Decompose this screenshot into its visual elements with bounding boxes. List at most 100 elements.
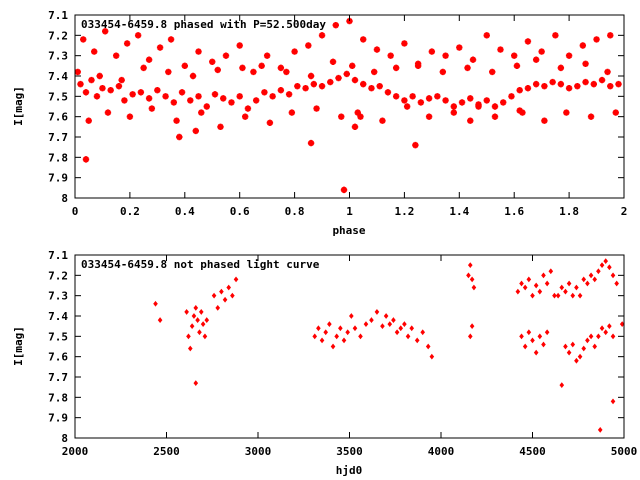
phased-data-point: [414, 60, 422, 67]
phased-light-curve-panel: 0 0.2 0.4 0.6 0.8 1 1.2 1.4 1.6 1.8 2 7.1 7.2 7.3 7.4 7…: [12, 9, 627, 237]
unphased-data-point: [334, 333, 339, 340]
phased-data-point: [145, 56, 153, 63]
x-tick-label: 2500: [153, 445, 180, 458]
phased-data-point: [302, 85, 309, 92]
unphased-data-point: [358, 333, 363, 340]
unphased-data-point: [530, 337, 535, 344]
unphased-data-point: [566, 349, 572, 356]
y-tick-label: 7.7: [48, 131, 68, 144]
y-tick-label: 7.6: [48, 351, 68, 364]
phased-data-point: [524, 38, 532, 45]
phased-data-point: [409, 93, 416, 100]
phased-data-point: [283, 68, 290, 76]
unphased-data-point: [157, 317, 163, 323]
phased-data-point: [532, 80, 540, 88]
unphased-data-point: [522, 284, 528, 291]
phased-chart-title: 033454-6459.8 phased with P=52.500day: [81, 18, 326, 31]
phased-data-point: [557, 80, 565, 88]
phased-data-point: [288, 109, 296, 116]
phased-data-point: [532, 56, 540, 63]
unphased-data-point: [592, 343, 598, 350]
unphased-data-point: [319, 337, 325, 344]
y-tick-label: 7.6: [48, 111, 68, 124]
y-tick-label: 8: [61, 432, 68, 445]
phased-data-point: [140, 64, 147, 72]
unphased-data-point: [610, 333, 616, 340]
phased-data-point: [351, 123, 359, 131]
unphased-data-point: [420, 329, 426, 336]
phased-data-point: [604, 68, 611, 76]
y-tick-label: 8: [61, 192, 68, 205]
phased-data-point: [318, 82, 326, 90]
phased-data-point: [467, 117, 474, 124]
phased-data-point: [176, 133, 183, 141]
unphased-plot-frame: [74, 254, 625, 439]
unphased-data-point: [380, 323, 385, 330]
phased-data-point: [598, 76, 606, 84]
x-tick-label: 2: [621, 205, 628, 218]
y-tick-label: 7.5: [48, 330, 68, 343]
unphased-data-point: [596, 333, 601, 340]
phased-data-point: [104, 109, 112, 116]
unphased-data-point: [341, 337, 347, 344]
phased-data-point: [549, 78, 556, 86]
unphased-data-point: [552, 292, 557, 299]
phased-data-point: [541, 82, 548, 90]
phased-data-point: [428, 48, 436, 55]
unphased-data-point: [570, 341, 576, 348]
phased-data-point: [82, 89, 90, 96]
phased-data-point: [340, 186, 348, 194]
phased-data-point: [236, 42, 243, 49]
unphased-data-point: [577, 292, 583, 299]
phased-data-point: [500, 99, 507, 106]
unphased-data-point: [330, 343, 336, 350]
unphased-data-point: [391, 317, 396, 323]
unphased-data-point: [548, 268, 554, 275]
phased-data-point: [541, 117, 548, 124]
x-tick-label: 1.4: [449, 205, 469, 218]
phased-data-point: [368, 85, 375, 92]
unphased-data-point: [345, 329, 350, 336]
phased-data-point: [483, 32, 490, 39]
unphased-data-point: [383, 313, 389, 319]
phased-data-point: [195, 48, 202, 55]
phased-data-point: [425, 95, 433, 102]
phased-data-point: [214, 66, 221, 74]
phased-data-point: [565, 52, 573, 59]
x-tick-label: 3000: [245, 445, 272, 458]
phased-data-point: [360, 80, 367, 88]
unphased-data-point: [338, 325, 343, 332]
unphased-data-point: [387, 321, 393, 328]
unphased-data-point: [610, 398, 616, 405]
y-tick-label: 7.3: [48, 290, 68, 303]
x-tick-label: 1.2: [394, 205, 414, 218]
unphased-data-point: [316, 325, 321, 332]
unphased-data-point: [563, 288, 568, 295]
phased-data-point: [563, 109, 570, 116]
phased-data-point: [360, 36, 367, 43]
phased-data-point: [401, 40, 408, 47]
unphased-data-point: [607, 264, 612, 271]
unphased-data-point: [466, 272, 471, 279]
phased-data-point: [354, 109, 361, 116]
unphased-data-point: [574, 357, 579, 364]
unphased-data-point: [597, 426, 603, 433]
unphased-data-point: [211, 292, 217, 299]
x-tick-label: 1.6: [504, 205, 524, 218]
unphased-data-point: [184, 309, 189, 315]
phased-data-point: [77, 80, 84, 88]
phased-data-point: [134, 32, 142, 39]
phased-data-point: [574, 82, 581, 90]
phased-data-point: [403, 103, 411, 110]
unphased-data-point: [219, 288, 224, 295]
phased-data-point: [307, 72, 315, 80]
unphased-data-point: [515, 288, 521, 295]
phased-data-point: [450, 103, 458, 110]
x-tick-label: 0.6: [230, 205, 250, 218]
unphased-data-point: [189, 323, 195, 330]
phased-data-point: [511, 52, 518, 59]
unphased-data-point: [233, 276, 239, 283]
unphased-data-point: [519, 280, 524, 287]
unphased-data-point: [394, 329, 400, 336]
phased-data-point: [129, 91, 136, 98]
